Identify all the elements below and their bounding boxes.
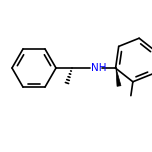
Polygon shape (116, 68, 121, 86)
Text: NH: NH (91, 63, 107, 73)
